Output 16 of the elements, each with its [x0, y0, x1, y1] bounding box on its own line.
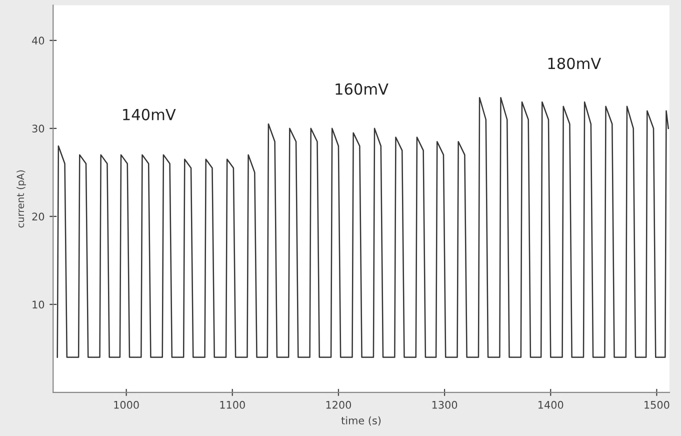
x-tick-label: 1000	[114, 400, 139, 409]
annotation: 180mV	[548, 58, 602, 70]
x-tick-label: 1300	[432, 400, 458, 409]
y-tick-label: 20	[32, 212, 44, 221]
annotation: 160mV	[336, 83, 388, 95]
x-tick-label: 1400	[538, 400, 564, 409]
x-axis-title: time (s)	[341, 416, 381, 426]
y-tick-label: 40	[32, 36, 44, 45]
y-tick-label: 30	[32, 124, 44, 133]
line-series	[56, 97, 669, 358]
y-tick-label: 10	[32, 300, 44, 309]
x-tick-label: 1200	[326, 400, 352, 409]
x-tick-label: 1500	[644, 400, 670, 409]
annotation: 140mV	[123, 108, 176, 120]
y-axis-title: current (pA)	[16, 170, 26, 228]
x-tick-label: 1100	[220, 400, 245, 409]
